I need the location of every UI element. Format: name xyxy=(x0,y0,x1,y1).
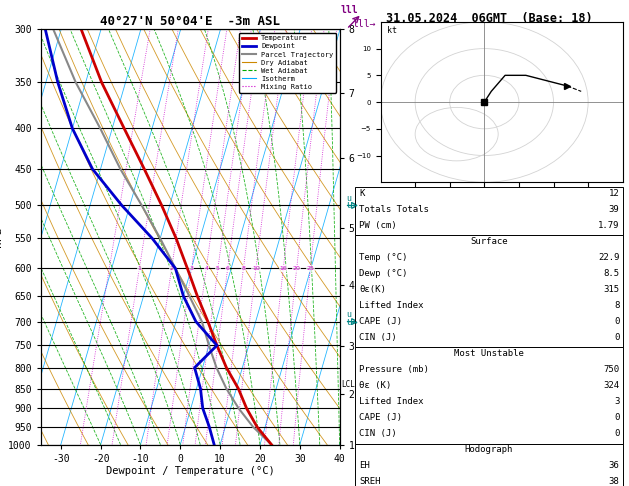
Text: 1: 1 xyxy=(137,266,142,271)
Text: 39: 39 xyxy=(609,205,620,214)
Text: CIN (J): CIN (J) xyxy=(359,429,397,438)
Text: 315: 315 xyxy=(603,285,620,294)
Text: 3: 3 xyxy=(614,397,620,406)
Text: Hodograph: Hodograph xyxy=(465,445,513,454)
Text: 0: 0 xyxy=(614,333,620,342)
Text: Temp (°C): Temp (°C) xyxy=(359,253,408,262)
Text: 750: 750 xyxy=(603,365,620,374)
Text: 38: 38 xyxy=(609,477,620,486)
Text: 0: 0 xyxy=(614,429,620,438)
Y-axis label: hPa: hPa xyxy=(0,227,3,247)
Text: 31.05.2024  06GMT  (Base: 18): 31.05.2024 06GMT (Base: 18) xyxy=(386,12,593,25)
Text: θε (K): θε (K) xyxy=(359,381,391,390)
Text: Most Unstable: Most Unstable xyxy=(454,349,524,358)
Text: CAPE (J): CAPE (J) xyxy=(359,413,402,422)
Text: EH: EH xyxy=(359,461,370,470)
Y-axis label: km
ASL: km ASL xyxy=(363,227,379,246)
X-axis label: Dewpoint / Temperature (°C): Dewpoint / Temperature (°C) xyxy=(106,467,275,476)
Text: CIN (J): CIN (J) xyxy=(359,333,397,342)
Text: 8: 8 xyxy=(614,301,620,310)
Text: 0: 0 xyxy=(614,413,620,422)
Text: θε(K): θε(K) xyxy=(359,285,386,294)
Text: lll: lll xyxy=(340,4,358,15)
Text: u→: u→ xyxy=(346,200,358,210)
Text: 3: 3 xyxy=(189,266,194,271)
Text: Pressure (mb): Pressure (mb) xyxy=(359,365,429,374)
Text: u→: u→ xyxy=(346,316,358,327)
Text: Totals Totals: Totals Totals xyxy=(359,205,429,214)
Text: 0: 0 xyxy=(614,317,620,326)
Text: 36: 36 xyxy=(609,461,620,470)
Text: kt: kt xyxy=(387,26,398,35)
Legend: Temperature, Dewpoint, Parcel Trajectory, Dry Adiabat, Wet Adiabat, Isotherm, Mi: Temperature, Dewpoint, Parcel Trajectory… xyxy=(239,33,336,93)
Text: 6: 6 xyxy=(226,266,230,271)
Text: 40°27'N 50°04'E  -3m ASL: 40°27'N 50°04'E -3m ASL xyxy=(100,15,281,28)
Text: Surface: Surface xyxy=(470,237,508,246)
Text: SREH: SREH xyxy=(359,477,381,486)
Text: Dewp (°C): Dewp (°C) xyxy=(359,269,408,278)
Text: 324: 324 xyxy=(603,381,620,390)
Text: LCL: LCL xyxy=(342,380,355,389)
Text: PW (cm): PW (cm) xyxy=(359,221,397,230)
Text: 10: 10 xyxy=(252,266,260,271)
Text: u: u xyxy=(347,194,352,203)
Text: K: K xyxy=(359,189,365,198)
Text: 8: 8 xyxy=(242,266,245,271)
Text: lll→: lll→ xyxy=(352,19,376,29)
Text: Lifted Index: Lifted Index xyxy=(359,301,424,310)
Text: CAPE (J): CAPE (J) xyxy=(359,317,402,326)
Text: 4: 4 xyxy=(204,266,208,271)
Text: 8.5: 8.5 xyxy=(603,269,620,278)
Text: 20: 20 xyxy=(292,266,301,271)
Text: 16: 16 xyxy=(279,266,287,271)
Text: 5: 5 xyxy=(216,266,220,271)
Text: 22.9: 22.9 xyxy=(598,253,620,262)
Text: 25: 25 xyxy=(306,266,314,271)
Text: Lifted Index: Lifted Index xyxy=(359,397,424,406)
Text: 12: 12 xyxy=(609,189,620,198)
Text: 1.79: 1.79 xyxy=(598,221,620,230)
Text: 2: 2 xyxy=(170,266,174,271)
Text: u: u xyxy=(347,310,352,319)
